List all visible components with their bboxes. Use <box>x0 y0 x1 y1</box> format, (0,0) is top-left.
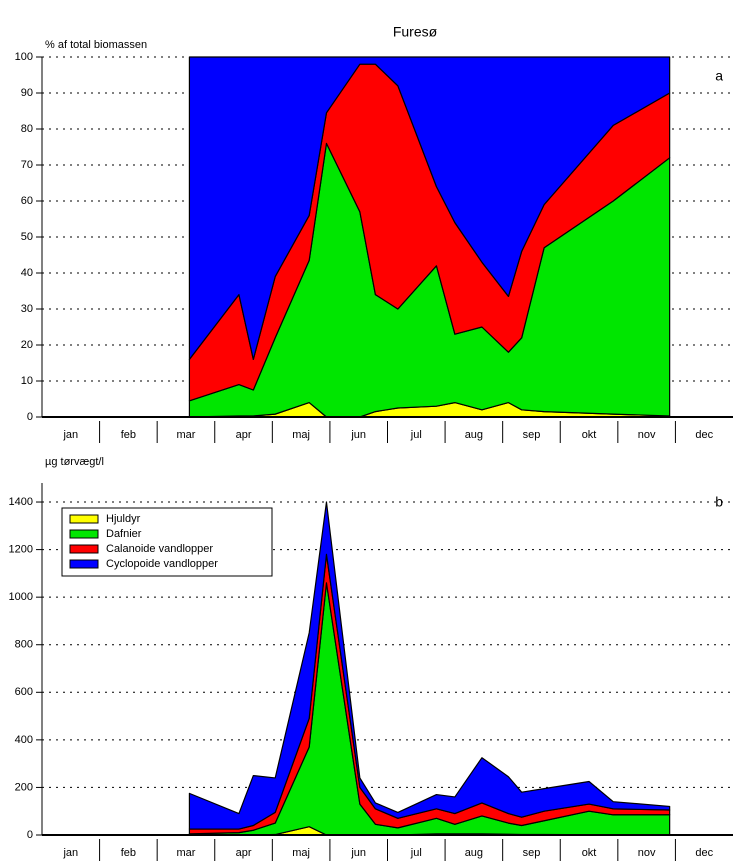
y-tick-label: 0 <box>27 829 33 841</box>
x-tick-label: jan <box>62 429 78 441</box>
y-tick-label: 800 <box>15 639 33 651</box>
y-tick-label: 20 <box>21 339 33 351</box>
x-tick-label: dec <box>695 429 713 441</box>
x-tick-label: apr <box>236 847 252 859</box>
x-tick-label: maj <box>292 847 310 859</box>
y-tick-label: 60 <box>21 195 33 207</box>
y-tick-label: 600 <box>15 686 33 698</box>
legend-swatch <box>69 514 99 524</box>
y-tick-label: 100 <box>15 51 33 63</box>
x-tick-label: feb <box>121 429 136 441</box>
y-tick-label: 1000 <box>9 591 33 603</box>
legend-swatch <box>69 559 99 569</box>
x-tick-label: jul <box>410 429 422 441</box>
legend-label: Hjuldyr <box>106 513 141 525</box>
legend-label: Dafnier <box>106 528 142 540</box>
x-tick-label: apr <box>236 429 252 441</box>
x-tick-label: mar <box>176 847 195 859</box>
y-tick-label: 400 <box>15 734 33 746</box>
x-tick-label: okt <box>582 429 597 441</box>
area-layer <box>188 501 671 830</box>
x-tick-label: jun <box>350 429 366 441</box>
x-tick-label: jul <box>410 847 422 859</box>
legend-label: Calanoide vandlopper <box>106 543 213 555</box>
y-tick-label: 70 <box>21 159 33 171</box>
y-tick-label: 1400 <box>9 496 33 508</box>
y-tick-label: 200 <box>15 781 33 793</box>
y-tick-label: 30 <box>21 303 33 315</box>
x-tick-label: nov <box>638 847 656 859</box>
y-tick-label: 90 <box>21 87 33 99</box>
x-tick-label: aug <box>465 429 483 441</box>
y-tick-label: 0 <box>27 411 33 423</box>
x-tick-label: jun <box>350 847 366 859</box>
panel-label: a <box>715 68 723 84</box>
x-tick-label: mar <box>176 429 195 441</box>
panel-label: b <box>715 494 723 510</box>
area-layer <box>188 56 671 360</box>
x-tick-label: okt <box>582 847 597 859</box>
legend-swatch <box>69 529 99 539</box>
x-tick-label: aug <box>465 847 483 859</box>
y-tick-label: 80 <box>21 123 33 135</box>
y-axis-label: µg tørvægt/l <box>45 456 104 468</box>
x-tick-label: nov <box>638 429 656 441</box>
x-tick-label: feb <box>121 847 136 859</box>
legend-label: Cyclopoide vandlopper <box>106 558 218 570</box>
y-tick-label: 40 <box>21 267 33 279</box>
x-tick-label: maj <box>292 429 310 441</box>
x-tick-label: sep <box>523 429 541 441</box>
x-tick-label: jan <box>62 847 78 859</box>
chart-title: Furesø <box>393 24 438 40</box>
y-tick-label: 50 <box>21 231 33 243</box>
y-axis-label: % af total biomassen <box>45 39 147 51</box>
x-tick-label: sep <box>523 847 541 859</box>
legend-swatch <box>69 544 99 554</box>
y-tick-label: 10 <box>21 375 33 387</box>
x-tick-label: dec <box>695 847 713 859</box>
y-tick-label: 1200 <box>9 544 33 556</box>
